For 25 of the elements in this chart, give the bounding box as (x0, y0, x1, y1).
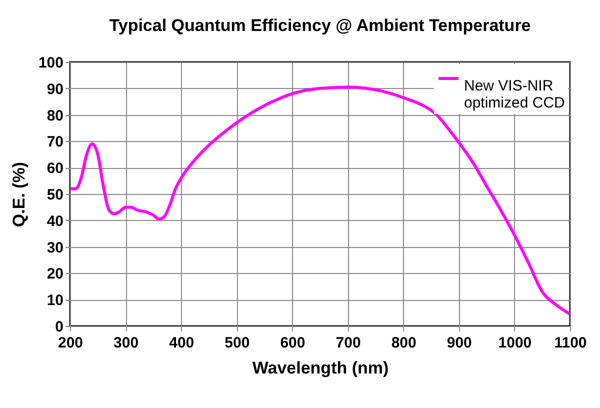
y-axis-title: Q.E. (%) (9, 162, 28, 228)
y-tick-label: 100 (38, 54, 64, 72)
x-axis-title: Wavelength (nm) (252, 358, 389, 378)
y-tick-label: 70 (46, 134, 64, 151)
y-tick-label: 60 (46, 160, 64, 178)
x-tick-label: 700 (336, 334, 361, 352)
y-tick-label: 0 (55, 318, 64, 336)
x-tick-label: 500 (224, 334, 250, 352)
chart-title: Typical Quantum Efficiency @ Ambient Temperature (109, 16, 531, 35)
x-tick-label: 200 (58, 334, 84, 352)
y-tick-label: 40 (46, 212, 64, 230)
x-tick-label: 800 (391, 334, 416, 352)
y-tick-label: 30 (46, 239, 64, 256)
x-tick-label: 400 (169, 334, 194, 352)
y-tick-label: 50 (46, 186, 64, 204)
y-tick-label: 10 (46, 292, 64, 310)
legend-label: New VIS-NIR optimized CCD (464, 78, 566, 112)
y-tick-label: 80 (46, 107, 64, 124)
x-tick-label: 300 (114, 334, 139, 352)
y-tick-label: 90 (46, 80, 64, 98)
x-tick-label: 600 (280, 334, 306, 352)
x-tick-label: 1000 (498, 334, 532, 352)
x-tick-label: 1100 (554, 334, 587, 352)
x-tick-label: 900 (446, 334, 472, 352)
y-tick-label: 20 (46, 266, 64, 283)
